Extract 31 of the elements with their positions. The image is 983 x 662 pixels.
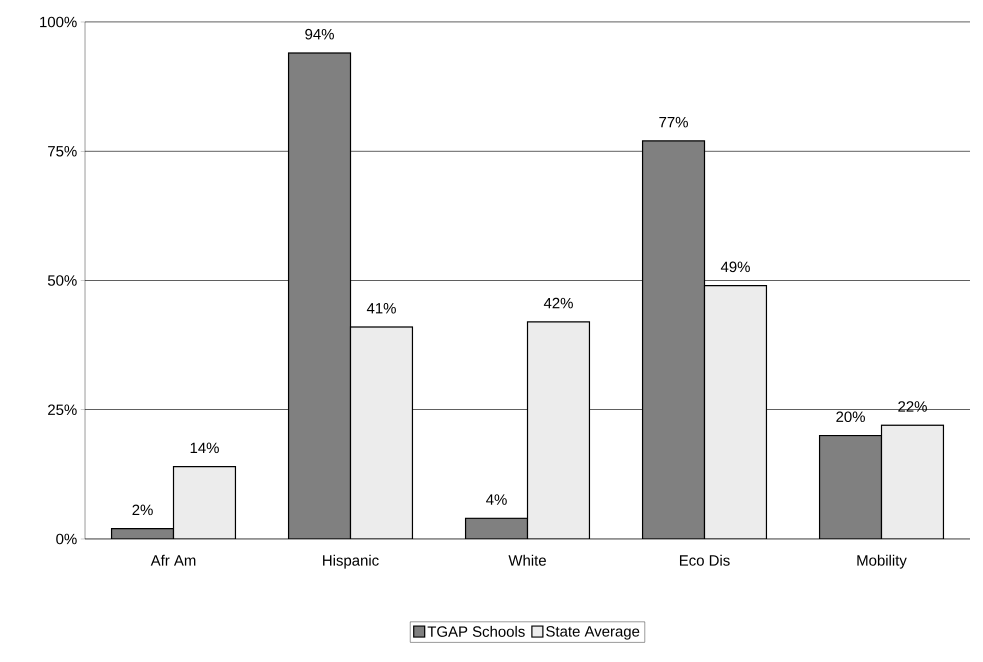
- bar: [112, 528, 174, 539]
- bar: [288, 52, 352, 539]
- bar: [818, 434, 882, 539]
- data-label: 14%: [190, 442, 219, 454]
- y-tick-label: 100%: [40, 16, 77, 28]
- x-tick-label: Afr Am: [150, 554, 196, 566]
- data-label: 22%: [898, 401, 927, 412]
- legend-label: State Average: [546, 626, 640, 640]
- y-tick-label: 0%: [56, 534, 77, 544]
- x-tick-label: Mobility: [857, 554, 907, 569]
- data-label: 4%: [486, 494, 507, 505]
- bar: [172, 466, 236, 539]
- y-tick-label: 50%: [48, 275, 77, 286]
- data-label: 94%: [305, 28, 334, 40]
- legend-label: TGAP Schools: [428, 626, 525, 637]
- bar: [350, 326, 414, 539]
- x-tick-label: Eco Dis: [680, 554, 730, 566]
- x-tick-label: Hispanic: [323, 554, 379, 569]
- bar: [880, 424, 944, 539]
- data-label: 20%: [836, 411, 865, 422]
- bar: [704, 285, 768, 539]
- bar: [466, 518, 528, 539]
- data-label: 42%: [544, 298, 573, 308]
- y-tick-label: 75%: [48, 146, 77, 156]
- data-label: 2%: [132, 504, 153, 516]
- data-label: 41%: [366, 303, 396, 314]
- data-label: 49%: [720, 262, 750, 272]
- x-tick-label: White: [508, 554, 546, 566]
- data-label: 77%: [659, 116, 688, 128]
- y-tick-label: 25%: [48, 404, 77, 416]
- bar: [642, 140, 706, 539]
